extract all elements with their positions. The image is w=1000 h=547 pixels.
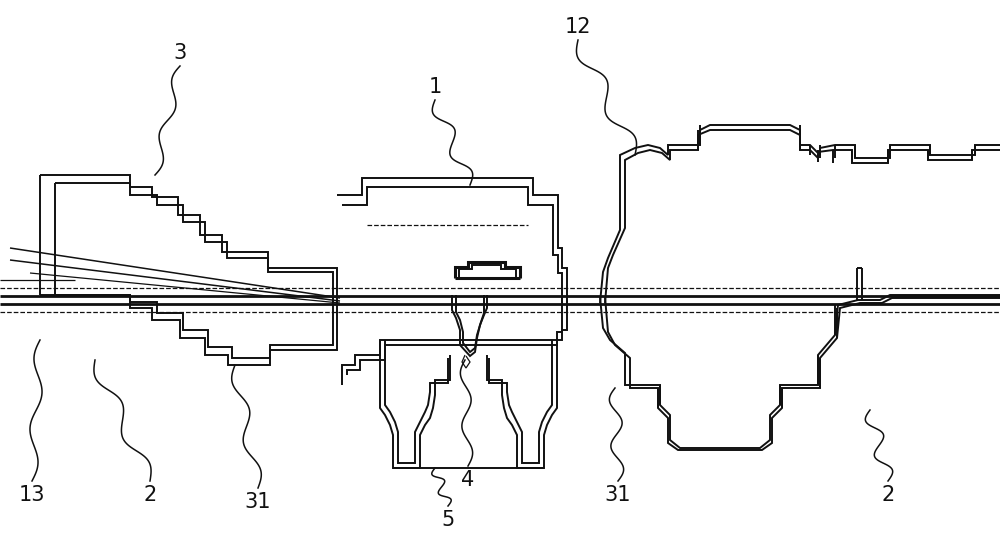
Text: 31: 31 xyxy=(605,485,631,505)
Text: 2: 2 xyxy=(143,485,157,505)
Text: 3: 3 xyxy=(173,43,187,63)
Text: 5: 5 xyxy=(441,510,455,530)
Text: 31: 31 xyxy=(245,492,271,512)
Text: 1: 1 xyxy=(428,77,442,97)
Text: 2: 2 xyxy=(881,485,895,505)
Text: 13: 13 xyxy=(19,485,45,505)
Text: 12: 12 xyxy=(565,17,591,37)
Text: 4: 4 xyxy=(461,470,475,490)
